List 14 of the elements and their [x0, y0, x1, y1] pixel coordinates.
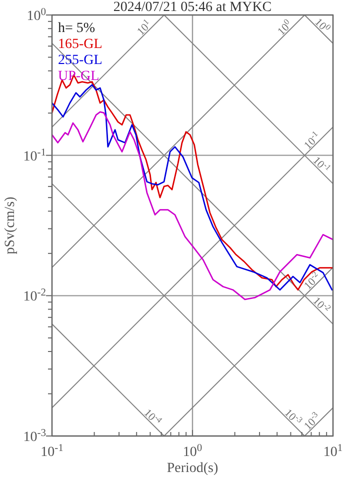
x-tick-label: 10$^{1}$	[323, 442, 343, 460]
y-tick-label: 10$^{-3}$	[23, 428, 46, 445]
y-axis-title: pSv(cm/s)	[3, 196, 18, 254]
x-tick-label: 10$^{0}$	[182, 442, 202, 460]
x-tick-label: 10$^{-1}$	[40, 442, 64, 460]
series-label: UP-GL	[58, 69, 100, 84]
y-tick-label: 10$^{-2}$	[23, 287, 46, 305]
y-tick-label: 10$^{0}$	[26, 6, 46, 24]
y-tick-label: 10$^{-1}$	[23, 146, 46, 164]
chart-title: 2024/07/21 05:46 at MYKC	[113, 0, 272, 15]
series-label: 165-GL	[58, 37, 102, 52]
annotation: h= 5%	[58, 21, 96, 36]
series-label: 255-GL	[58, 53, 102, 68]
x-axis-title: Period(s)	[166, 461, 218, 476]
